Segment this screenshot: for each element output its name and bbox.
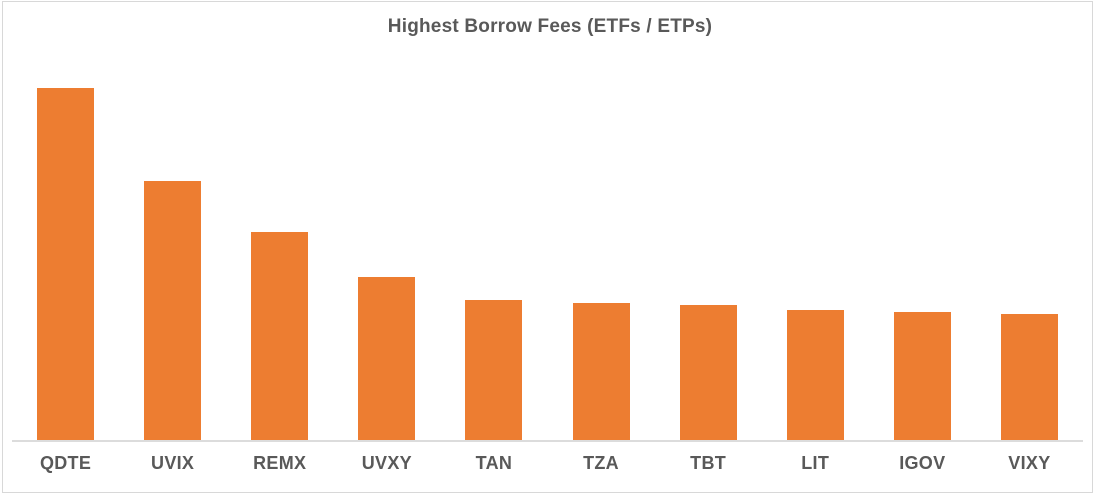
bar-slot-vixy (976, 88, 1083, 440)
x-axis-labels: QDTE UVIX REMX UVXY TAN TZA TBT LIT IGOV VIXY (12, 453, 1083, 474)
x-tick-slot-vixy: VIXY (976, 453, 1083, 474)
x-tick-label-tan: TAN (475, 453, 513, 473)
x-tick-label-tza: TZA (583, 453, 619, 473)
plot-area (12, 88, 1083, 440)
bar-slot-lit (762, 88, 869, 440)
bars-row (12, 88, 1083, 440)
x-tick-slot-qdte: QDTE (12, 453, 119, 474)
x-tick-label-remx: REMX (253, 453, 307, 473)
x-tick-label-igov: IGOV (899, 453, 946, 473)
bar-qdte (37, 88, 95, 440)
bar-lit (786, 310, 844, 440)
x-tick-slot-remx: REMX (226, 453, 333, 474)
bar-slot-tan (440, 88, 547, 440)
x-tick-label-uvix: UVIX (151, 453, 195, 473)
x-tick-slot-tza: TZA (547, 453, 654, 474)
bar-slot-remx (226, 88, 333, 440)
x-tick-label-vixy: VIXY (1008, 453, 1051, 473)
x-tick-slot-tbt: TBT (655, 453, 762, 474)
bar-slot-uvix (119, 88, 226, 440)
bar-slot-igov (869, 88, 976, 440)
bar-igov (893, 312, 951, 440)
x-tick-slot-tan: TAN (440, 453, 547, 474)
x-tick-slot-igov: IGOV (869, 453, 976, 474)
x-tick-label-qdte: QDTE (39, 453, 92, 473)
bar-slot-uvxy (333, 88, 440, 440)
bar-remx (251, 232, 309, 440)
x-tick-slot-uvix: UVIX (119, 453, 226, 474)
bar-slot-tza (547, 88, 654, 440)
bar-uvix (144, 181, 202, 440)
x-axis-line (12, 440, 1083, 442)
x-tick-label-lit: LIT (801, 453, 830, 473)
bar-uvxy (358, 277, 416, 440)
x-tick-label-uvxy: UVXY (361, 453, 412, 473)
x-tick-slot-lit: LIT (762, 453, 869, 474)
bar-tza (572, 303, 630, 440)
x-tick-slot-uvxy: UVXY (333, 453, 440, 474)
chart-title: Highest Borrow Fees (ETFs / ETPs) (387, 16, 713, 37)
bar-slot-qdte (12, 88, 119, 440)
bar-tbt (679, 305, 737, 440)
bar-slot-tbt (655, 88, 762, 440)
bar-tan (465, 300, 523, 440)
bar-vixy (1000, 314, 1058, 440)
x-tick-label-tbt: TBT (690, 453, 727, 473)
